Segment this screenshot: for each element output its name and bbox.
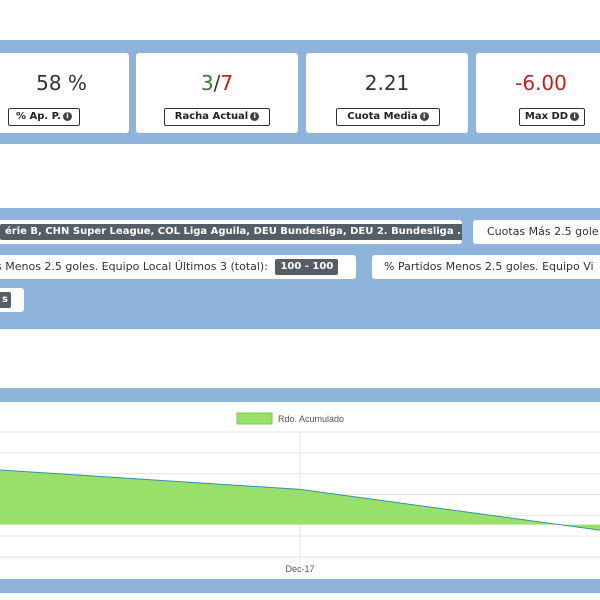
stat-value-maxdd: -6.00 [515,71,567,95]
stat-card-maxdd: -6.00 Max DD i [476,53,600,133]
stat-value-ap: 58 % [36,71,87,95]
stat-card-cuota: 2.21 Cuota Media i [306,53,468,133]
cuotas-filter-label: Cuotas Más 2.5 gole [487,225,599,238]
cuotas-filter-chip[interactable]: Cuotas Más 2.5 gole [473,220,600,244]
menos-local-filter-value: 100 - 100 [275,259,339,275]
series-line-rdo-acumulado [0,469,600,531]
chart-panel: Dec-17 Rdo. Acumulado [0,402,600,579]
cumulative-result-chart: Dec-17 Rdo. Acumulado [0,412,600,574]
small-filter-chip[interactable]: s [0,288,24,312]
leagues-filter-chip[interactable]: érie B, CHN Super League, COL Liga Aguil… [0,220,462,244]
partidos-menos-filter-chip[interactable]: % Partidos Menos 2.5 goles. Equipo Vi [372,255,600,279]
stat-card-ap: 58 % % Ap. P. i [0,53,129,133]
info-icon: i [62,111,72,121]
menos-local-filter-chip[interactable]: s Menos 2.5 goles. Equipo Local Últimos … [0,255,356,279]
partidos-menos-filter-label: % Partidos Menos 2.5 goles. Equipo Vi [384,260,594,273]
stat-value-cuota: 2.21 [364,71,410,95]
x-tick-label: Dec-17 [285,564,314,574]
info-icon: i [570,111,580,121]
stat-value-racha: 3/7 [200,71,234,95]
leagues-tag: érie B, CHN Super League, COL Liga Aguil… [0,224,462,240]
legend-swatch [236,412,273,425]
info-icon: i [250,111,260,121]
info-icon: i [419,111,429,121]
stat-card-racha: 3/7 Racha Actual i [136,53,298,133]
chart-band: Dec-17 Rdo. Acumulado [0,388,600,593]
stat-label-ap[interactable]: % Ap. P. i [8,108,80,126]
series-area-rdo-acumulado [0,469,600,531]
menos-local-filter-label: s Menos 2.5 goles. Equipo Local Últimos … [0,260,268,273]
stat-label-racha[interactable]: Racha Actual i [164,108,270,126]
stats-band: 58 % % Ap. P. i 3/7 Racha Actual i 2.21 Cu… [0,40,600,144]
legend-label: Rdo. Acumulado [278,414,344,424]
stat-label-cuota[interactable]: Cuota Media i [336,108,440,126]
small-filter-tag: s [0,292,11,308]
stat-label-maxdd[interactable]: Max DD i [519,108,585,126]
filters-band: érie B, CHN Super League, COL Liga Aguil… [0,208,600,329]
